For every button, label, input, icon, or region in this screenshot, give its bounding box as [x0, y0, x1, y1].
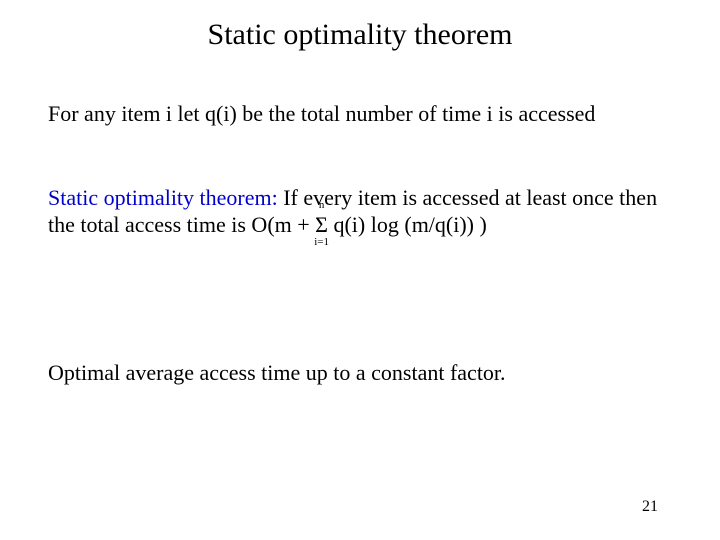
theorem-tail-text: q(i) log (m/q(i)) )	[328, 212, 487, 237]
slide-title: Static optimality theorem	[0, 18, 720, 52]
theorem-label: Static optimality theorem:	[48, 185, 278, 210]
slide-body: For any item i let q(i) be the total num…	[48, 100, 672, 386]
theorem-paragraph: Static optimality theorem: If every item…	[48, 184, 672, 239]
sigma-glyph: Σ	[315, 212, 328, 237]
page-number: 21	[642, 498, 658, 516]
conclusion-paragraph: Optimal average access time up to a cons…	[48, 359, 672, 387]
sigma-lower-limit: i=1	[314, 237, 329, 248]
sigma-symbol: nΣi=1	[315, 211, 328, 239]
slide: Static optimality theorem For any item i…	[0, 0, 720, 540]
sigma-upper-limit: n	[319, 200, 325, 211]
definition-paragraph: For any item i let q(i) be the total num…	[48, 100, 672, 128]
